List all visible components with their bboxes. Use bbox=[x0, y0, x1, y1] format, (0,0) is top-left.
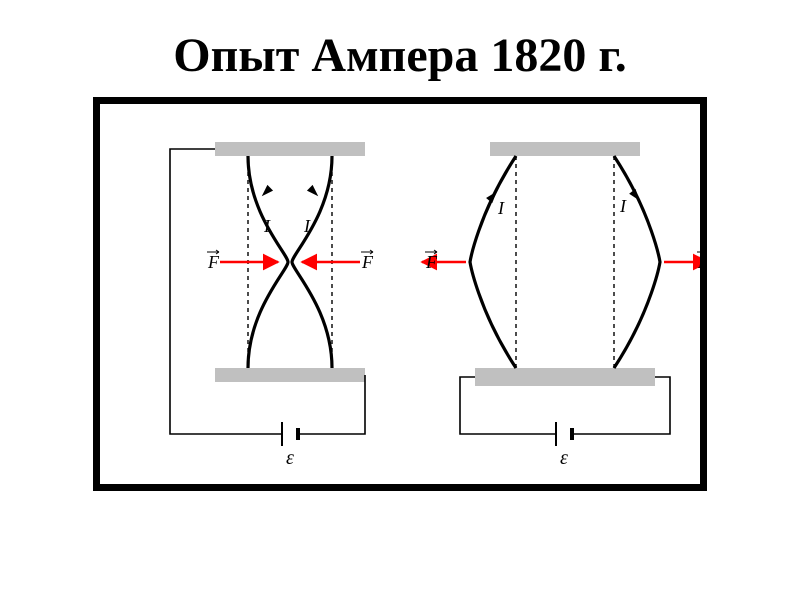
left-top-bar bbox=[215, 142, 365, 156]
right-top-bar bbox=[490, 142, 640, 156]
right-emf-label: ε bbox=[560, 447, 568, 469]
page-title: Опыт Ампера 1820 г. bbox=[0, 0, 800, 97]
right-bottom-bar bbox=[475, 368, 655, 386]
right-F-left: F bbox=[425, 252, 438, 272]
right-wire-right bbox=[614, 156, 660, 368]
left-F-right: F bbox=[361, 252, 374, 272]
diagram-svg: I I F F ε I I bbox=[100, 104, 700, 484]
left-I-left: I bbox=[263, 216, 271, 236]
left-battery bbox=[282, 422, 298, 446]
right-wire-left bbox=[470, 156, 516, 368]
left-current-arrow-right bbox=[307, 185, 321, 199]
right-battery bbox=[556, 422, 572, 446]
figure-frame: I I F F ε I I bbox=[93, 97, 707, 491]
left-current-arrow-left bbox=[259, 185, 273, 199]
left-bottom-bar bbox=[215, 368, 365, 382]
left-F-left: F bbox=[207, 252, 220, 272]
right-I-left: I bbox=[497, 198, 505, 218]
right-diagram: I I F F ε bbox=[422, 142, 700, 469]
left-I-right: I bbox=[303, 216, 311, 236]
right-F-right: F bbox=[697, 252, 700, 272]
left-emf-label: ε bbox=[286, 447, 294, 469]
right-I-right: I bbox=[619, 196, 627, 216]
left-diagram: I I F F ε bbox=[170, 142, 374, 469]
